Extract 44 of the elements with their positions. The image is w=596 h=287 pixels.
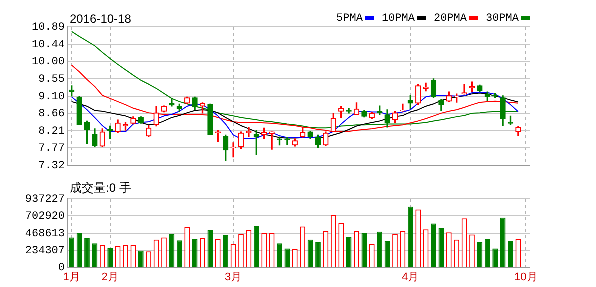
legend-label: 20PMA xyxy=(434,13,467,25)
y-tick-label: 702920 xyxy=(25,211,65,224)
chart-title: 成交量:0 手 xyxy=(70,180,132,197)
bar xyxy=(254,226,260,268)
bar xyxy=(108,248,114,268)
y-tick-label: 937227 xyxy=(25,194,65,206)
y-tick-label: 234307 xyxy=(25,246,65,258)
x-tick-label: 4月 xyxy=(402,271,420,284)
candlestick xyxy=(423,82,429,92)
legend-label: 5PMA xyxy=(336,13,363,25)
bar xyxy=(316,242,321,268)
y-tick-label: 8.66 xyxy=(38,108,65,120)
bar xyxy=(69,238,75,268)
candlestick xyxy=(462,84,468,95)
bar xyxy=(377,232,383,268)
x-tick-label: 3月 xyxy=(224,271,242,284)
bar xyxy=(431,224,436,268)
y-tick-label: 10.44 xyxy=(32,39,66,52)
bar xyxy=(223,236,229,268)
y-tick-label: 468613 xyxy=(25,228,65,240)
y-tick-label: 9.10 xyxy=(38,91,65,104)
bar xyxy=(84,238,90,268)
chart-title: 2016-10-18 xyxy=(70,12,132,26)
y-tick-label: 9.55 xyxy=(38,74,65,86)
candlestick xyxy=(230,142,236,158)
y-tick-label: 10.00 xyxy=(32,56,65,68)
y-tick-label: 7.77 xyxy=(38,142,65,155)
bar xyxy=(508,241,514,268)
y-tick-label: 10.89 xyxy=(32,22,65,34)
bar xyxy=(176,240,182,268)
x-tick-label: 2月 xyxy=(102,271,119,284)
y-tick-label: 7.32 xyxy=(38,160,65,172)
legend-label: 30PMA xyxy=(486,13,519,25)
bar xyxy=(492,248,498,268)
legend-label: 10PMA xyxy=(382,13,415,25)
bar xyxy=(408,206,414,268)
bar xyxy=(484,239,490,268)
y-tick-label: 8.21 xyxy=(38,126,66,138)
y-tick-label: 0 xyxy=(58,262,65,275)
bar xyxy=(277,244,282,268)
x-tick-label: 10月 xyxy=(514,271,538,284)
x-tick-label: 1月 xyxy=(63,271,80,284)
bar xyxy=(138,250,144,268)
candlestick xyxy=(284,138,290,146)
